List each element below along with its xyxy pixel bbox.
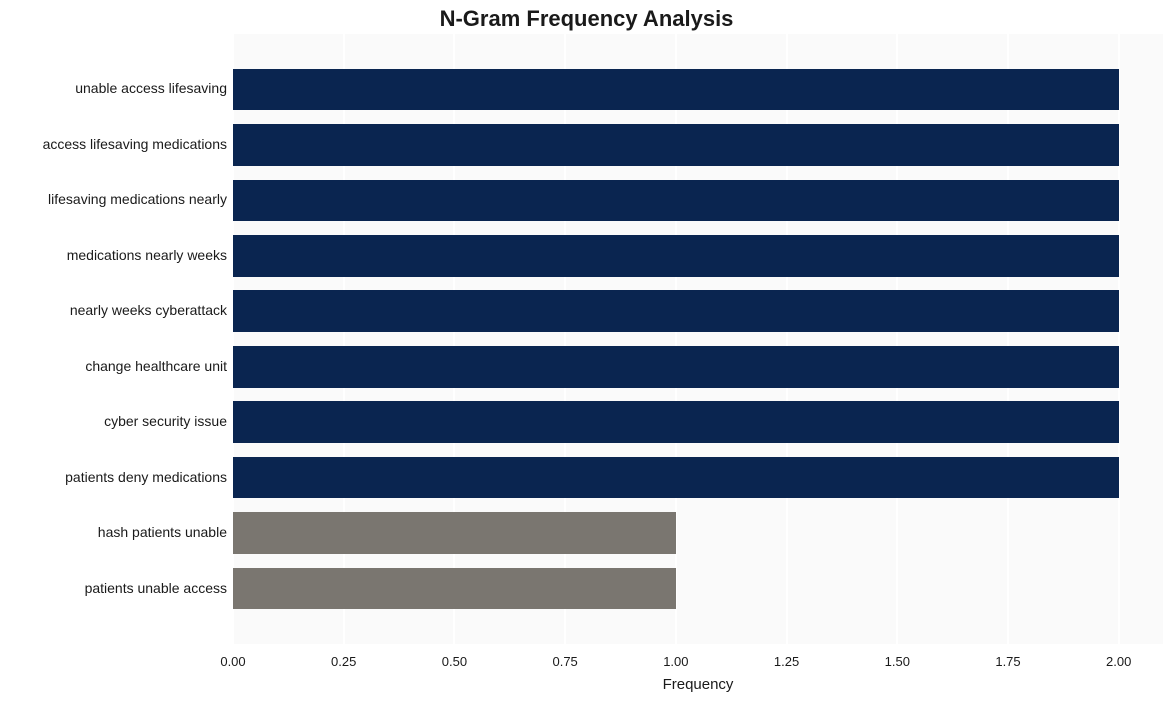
- bar: [233, 180, 1119, 222]
- bar: [233, 346, 1119, 388]
- bar: [233, 290, 1119, 332]
- x-tick-label: 1.25: [774, 654, 799, 669]
- bar: [233, 568, 676, 610]
- y-category-label: change healthcare unit: [85, 358, 227, 374]
- chart-title: N-Gram Frequency Analysis: [0, 6, 1173, 32]
- x-tick-label: 0.00: [220, 654, 245, 669]
- x-tick-label: 0.50: [442, 654, 467, 669]
- x-tick-label: 1.50: [885, 654, 910, 669]
- y-category-label: hash patients unable: [98, 524, 227, 540]
- y-category-label: unable access lifesaving: [75, 80, 227, 96]
- bar: [233, 235, 1119, 277]
- y-category-label: nearly weeks cyberattack: [70, 302, 227, 318]
- bar: [233, 457, 1119, 499]
- y-category-label: medications nearly weeks: [67, 247, 227, 263]
- x-tick-label: 1.00: [663, 654, 688, 669]
- x-tick-label: 2.00: [1106, 654, 1131, 669]
- x-tick-label: 0.75: [552, 654, 577, 669]
- x-tick-label: 1.75: [995, 654, 1020, 669]
- ngram-frequency-chart: N-Gram Frequency Analysis Frequency 0.00…: [0, 0, 1173, 701]
- bar: [233, 401, 1119, 443]
- bar: [233, 124, 1119, 166]
- y-category-label: patients unable access: [85, 580, 227, 596]
- y-category-label: access lifesaving medications: [43, 136, 227, 152]
- y-category-label: patients deny medications: [65, 469, 227, 485]
- bar: [233, 512, 676, 554]
- plot-area: [233, 34, 1163, 644]
- x-tick-label: 0.25: [331, 654, 356, 669]
- y-category-label: cyber security issue: [104, 413, 227, 429]
- y-category-label: lifesaving medications nearly: [48, 191, 227, 207]
- bar: [233, 69, 1119, 111]
- x-axis-title: Frequency: [663, 676, 734, 693]
